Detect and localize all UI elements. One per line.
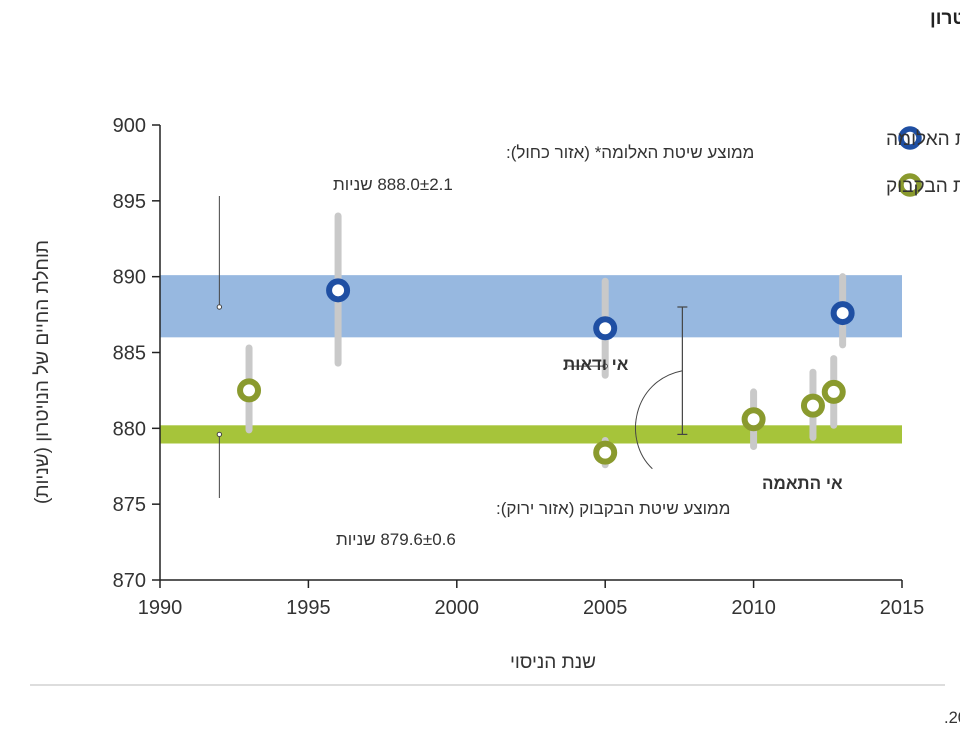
uncertainty-callout: אי ודאות [563, 355, 629, 374]
legend-beam-label: שיטת האלומה [886, 129, 960, 150]
beam-average-band [160, 275, 902, 338]
bottle-data-point [821, 379, 846, 404]
beam-data-point [830, 301, 855, 326]
x-tick-label: 2010 [731, 597, 776, 619]
beam-data-point [326, 278, 351, 303]
y-tick-label: 880 [113, 418, 146, 440]
y-tick-label: 900 [113, 115, 146, 137]
bottle-average-callout: ממוצע שיטת הבקבוק (אזור ירוק): 879.6±0.6… [216, 431, 730, 549]
x-tick-label: 2000 [435, 597, 480, 619]
beam-average-label: ממוצע שיטת האלומה* (אזור כחול): [506, 143, 754, 162]
footnote: * ממוצע שיטת האלומה אינו כולל את המדידה … [944, 709, 960, 727]
bottle-average-value: 879.6±0.6 שניות [336, 530, 456, 549]
discrepancy-label: אי התאמה [762, 474, 843, 493]
x-ticks: 1990 1995 2000 2005 2010 2015 [138, 580, 925, 619]
bottle-data-point [237, 378, 262, 403]
x-tick-label: 2015 [880, 597, 925, 619]
discrepancy-arc [635, 370, 683, 470]
bottle-average-label: ממוצע שיטת הבקבוק (אזור ירוק): [496, 499, 730, 518]
discrepancy-callout: אי התאמה [635, 306, 843, 493]
x-tick-label: 1990 [138, 597, 183, 619]
y-tick-label: 885 [113, 343, 146, 365]
bottle-average-band [160, 425, 902, 444]
chart-title: מדידות תוחלת החיים של הנויטרון [930, 8, 960, 29]
beam-leader-dot [216, 304, 223, 310]
y-tick-label: 895 [113, 191, 146, 213]
bottle-data-point [593, 440, 618, 465]
legend-beam-marker [898, 126, 922, 150]
bottle-data-point [800, 393, 825, 418]
data-points [237, 212, 855, 469]
x-axis-label: שנת הניסוי [510, 652, 596, 673]
legend-bottle-marker [898, 173, 922, 197]
x-tick-label: 2005 [583, 597, 628, 619]
axes: 870 875 880 885 890 895 900 1990 1995 2000 2005 20… [113, 115, 925, 619]
bottle-leader-dot [216, 431, 223, 438]
beam-average-value: 888.0±2.1 שניות [333, 175, 453, 194]
legend: שיטת האלומה שיטת הבקבוק [886, 126, 960, 197]
y-tick-label: 890 [113, 267, 146, 289]
bottle-data-point [741, 407, 766, 432]
x-tick-label: 1995 [286, 597, 331, 619]
y-axis-label: תוחלת החיים של הנויטרון (שניות) [32, 240, 53, 504]
uncertainty-label: אי ודאות [563, 355, 629, 374]
uncertainty-leader-dot [602, 363, 608, 369]
y-ticks: 870 875 880 885 890 895 900 [113, 115, 160, 592]
y-tick-label: 870 [113, 570, 146, 592]
beam-average-callout: ממוצע שיטת האלומה* (אזור כחול): 888.0±2.… [216, 143, 754, 310]
y-tick-label: 875 [113, 494, 146, 516]
legend-bottle-label: שיטת הבקבוק [886, 176, 960, 197]
beam-data-point [593, 316, 618, 341]
